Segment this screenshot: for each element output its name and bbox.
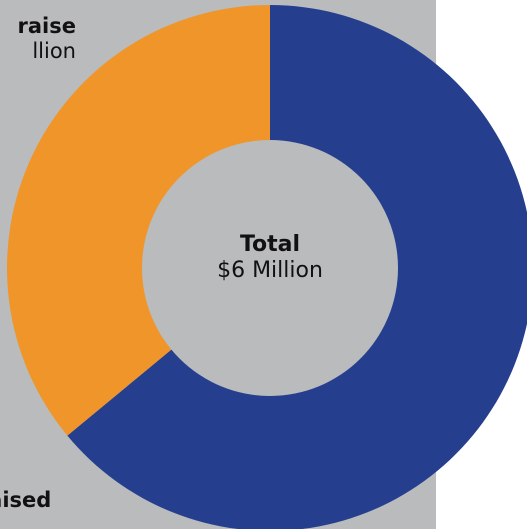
slice-label-to-raise-sub: llion bbox=[32, 39, 76, 63]
center-total: Total $6 Million bbox=[170, 232, 370, 284]
slice-label-to-raise: raise llion bbox=[18, 14, 76, 64]
center-total-title: Total bbox=[239, 232, 301, 257]
slice-label-to-raise-head: raise bbox=[17, 14, 76, 38]
slice-label-raised: Raised bbox=[0, 488, 51, 513]
center-total-value: $6 Million bbox=[217, 258, 323, 283]
donut-slice-to-raise bbox=[6, 5, 270, 436]
donut-hole bbox=[142, 140, 398, 396]
slice-label-raised-head: Raised bbox=[0, 488, 52, 512]
